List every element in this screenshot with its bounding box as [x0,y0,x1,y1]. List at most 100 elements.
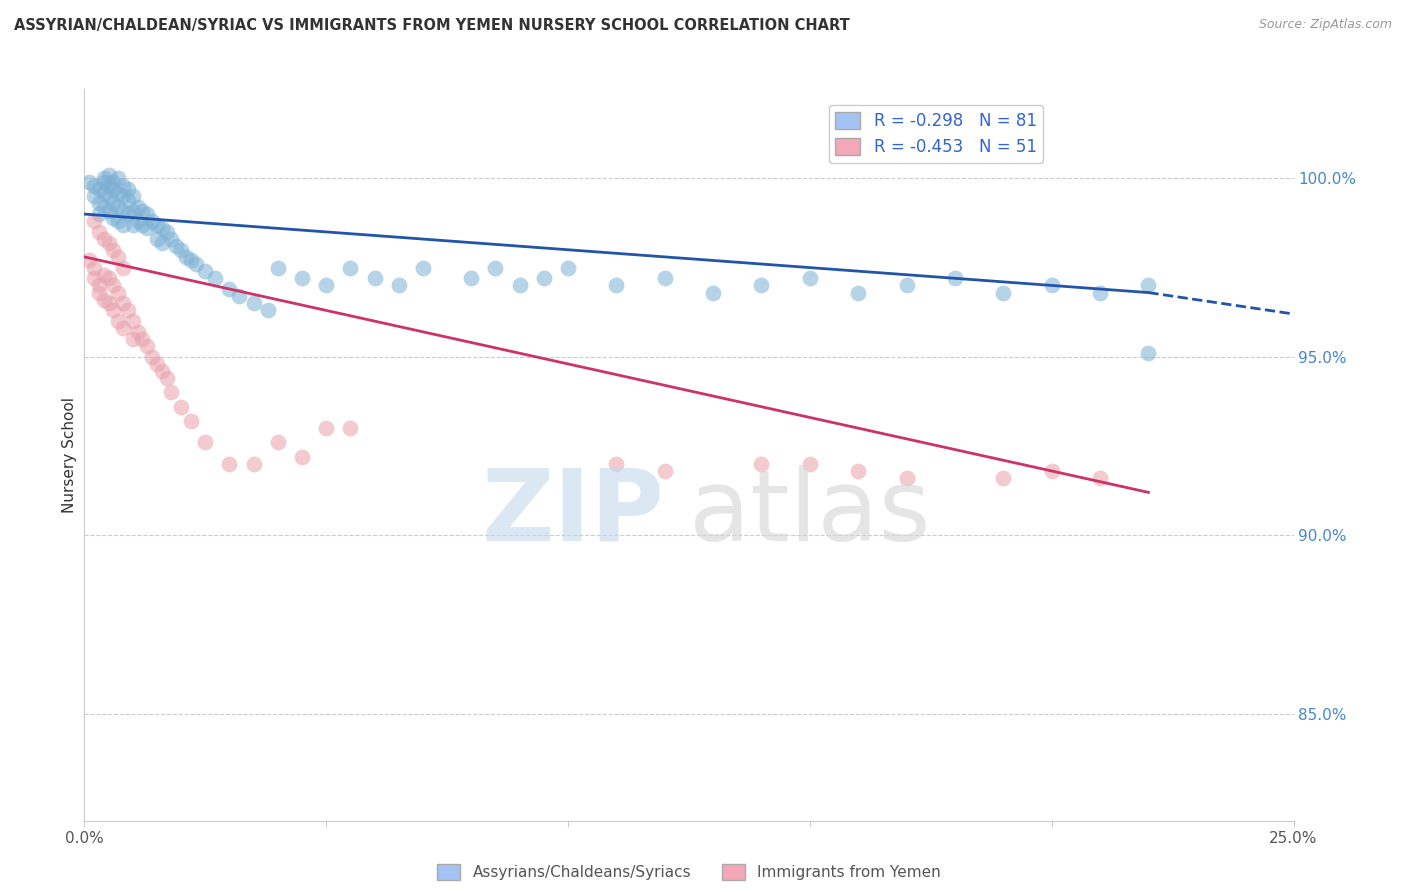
Point [165,239,187,253]
Legend: Assyrians/Chaldeans/Syriacs, Immigrants from Yemen: Assyrians/Chaldeans/Syriacs, Immigrants … [432,858,946,886]
Point [170,243,193,257]
Point [194,264,217,278]
Point [315,421,337,435]
Point [339,421,361,435]
Point [103,303,125,318]
Point [117,303,139,318]
Point [291,271,314,285]
Point [702,285,724,300]
Point [112,296,135,310]
Point [121,332,143,346]
Point [107,314,129,328]
Point [103,182,125,196]
Point [107,285,129,300]
Point [93,175,115,189]
Point [751,278,773,293]
Point [112,218,135,232]
Point [103,196,125,211]
Point [107,250,129,264]
Point [107,214,129,228]
Point [131,332,153,346]
Point [112,203,135,218]
Point [291,450,314,464]
Point [136,221,159,235]
Point [146,357,169,371]
Point [136,339,159,353]
Point [218,457,240,471]
Point [87,225,110,239]
Text: ASSYRIAN/CHALDEAN/SYRIAC VS IMMIGRANTS FROM YEMEN NURSERY SCHOOL CORRELATION CHA: ASSYRIAN/CHALDEAN/SYRIAC VS IMMIGRANTS F… [14,18,849,33]
Point [363,271,385,285]
Point [896,278,918,293]
Point [112,178,135,193]
Point [83,178,105,193]
Point [160,232,183,246]
Point [97,271,120,285]
Point [799,271,821,285]
Point [605,278,627,293]
Point [146,218,169,232]
Point [484,260,506,275]
Point [654,464,676,478]
Point [160,385,183,400]
Text: Source: ZipAtlas.com: Source: ZipAtlas.com [1258,18,1392,31]
Point [127,325,149,339]
Point [121,189,143,203]
Point [121,314,143,328]
Point [460,271,482,285]
Point [150,364,173,378]
Point [117,182,139,196]
Point [218,282,240,296]
Point [87,196,110,211]
Point [131,218,153,232]
Point [242,296,264,310]
Point [533,271,555,285]
Point [141,214,163,228]
Point [1137,346,1160,360]
Text: ZIP: ZIP [482,465,665,562]
Point [1040,278,1063,293]
Point [846,464,869,478]
Point [77,253,100,268]
Point [184,257,207,271]
Point [103,243,125,257]
Point [155,225,177,239]
Point [1088,285,1111,300]
Point [1040,464,1063,478]
Point [87,182,110,196]
Point [93,186,115,200]
Point [93,232,115,246]
Point [204,271,226,285]
Point [87,278,110,293]
Point [943,271,966,285]
Point [194,435,217,450]
Point [654,271,676,285]
Point [112,189,135,203]
Point [117,207,139,221]
Point [97,178,120,193]
Point [131,203,153,218]
Point [751,457,773,471]
Point [150,235,173,250]
Point [388,278,411,293]
Point [141,350,163,364]
Point [146,232,169,246]
Point [112,260,135,275]
Point [846,285,869,300]
Point [267,435,290,450]
Point [180,253,202,268]
Point [93,200,115,214]
Point [412,260,434,275]
Y-axis label: Nursery School: Nursery School [62,397,77,513]
Point [83,260,105,275]
Point [339,260,361,275]
Point [93,171,115,186]
Point [107,200,129,214]
Point [127,214,149,228]
Point [127,200,149,214]
Point [93,293,115,307]
Point [103,175,125,189]
Point [83,189,105,203]
Point [799,457,821,471]
Point [117,193,139,207]
